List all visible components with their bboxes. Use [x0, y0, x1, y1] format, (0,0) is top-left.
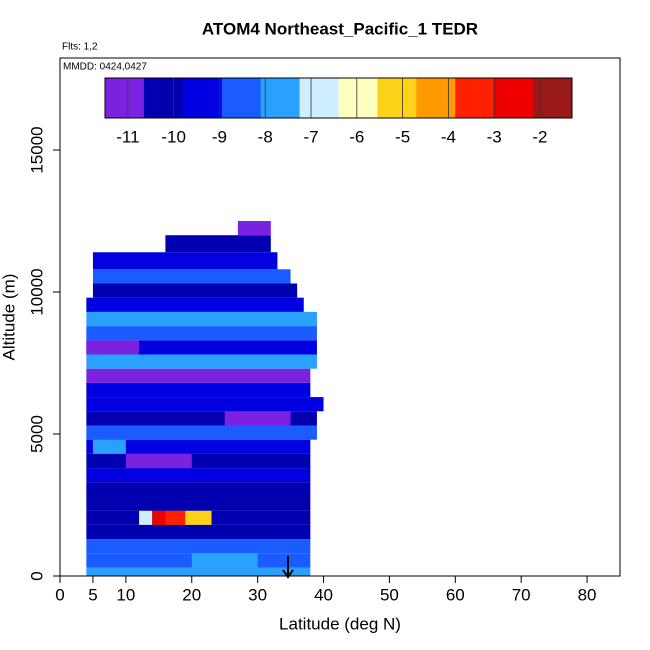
cell [152, 510, 166, 525]
x-tick-label: 10 [116, 585, 135, 604]
marker-arrow [282, 556, 294, 579]
x-tick-label: 60 [446, 585, 465, 604]
dates-note: MMDD: 0424,0427 [63, 62, 147, 73]
colorbar-swatch [105, 78, 145, 118]
chart-title: ATOM4 Northeast_Pacific_1 TEDR [202, 19, 478, 38]
cell [185, 510, 212, 525]
colorbar-tick-label: -8 [258, 127, 273, 146]
colorbar-swatch [533, 78, 573, 118]
cells [86, 221, 324, 576]
cell [237, 221, 271, 236]
colorbar-tick-label: -5 [395, 127, 410, 146]
y-tick-label: 0 [27, 571, 46, 580]
cell [86, 567, 311, 576]
colorbar-frame [104, 77, 573, 119]
cell [191, 553, 258, 568]
x-tick-label: 0 [55, 585, 64, 604]
colorbar-tick-label: -4 [441, 127, 456, 146]
cell [92, 252, 278, 270]
colorbar-tick-label: -11 [116, 127, 139, 146]
colorbar-swatch [494, 78, 534, 118]
x-tick-label: 30 [248, 585, 267, 604]
y-tick-label: 5000 [27, 415, 46, 453]
x-tick-label: 5 [88, 585, 97, 604]
cell [165, 235, 271, 253]
cell [86, 468, 311, 483]
colorbar-swatch [377, 78, 417, 118]
cell [86, 397, 324, 412]
colorbar-tick-label: -9 [212, 127, 227, 146]
cell [86, 439, 311, 454]
colorbar-tick-label: -7 [303, 127, 318, 146]
x-tick-label: 80 [578, 585, 597, 604]
colorbar-tick-label: -6 [349, 127, 364, 146]
colorbar-tick-label: -2 [532, 127, 547, 146]
cell [86, 382, 311, 398]
colorbar-swatch [455, 78, 495, 118]
cell [92, 439, 126, 454]
cell [86, 524, 311, 540]
cell [86, 539, 311, 554]
cell [165, 510, 186, 525]
cell [92, 269, 291, 284]
cell [86, 496, 311, 511]
colorbar-tick-label: -3 [487, 127, 502, 146]
cell [224, 411, 291, 426]
cell [86, 297, 304, 312]
cell [86, 425, 317, 440]
x-tick-label: 50 [380, 585, 399, 604]
y-tick-label: 15000 [27, 126, 46, 173]
colorbar-swatch [143, 78, 184, 118]
cell [86, 340, 317, 355]
cell [86, 340, 140, 355]
colorbar-swatch [416, 78, 456, 118]
cell [86, 368, 311, 383]
colorbar-swatch [182, 78, 223, 118]
colorbar-swatch [338, 78, 378, 118]
colorbar-swatch [260, 78, 301, 118]
x-tick-label: 40 [314, 585, 333, 604]
cell [125, 453, 192, 469]
cell [86, 354, 317, 369]
colorbar-tick-label: -10 [161, 127, 186, 146]
cell [86, 326, 317, 341]
y-tick-label: 10000 [27, 268, 46, 315]
x-tick-label: 70 [512, 585, 531, 604]
colorbar-swatch [299, 78, 339, 118]
cell [139, 510, 153, 525]
cell [86, 482, 311, 497]
x-axis-label: Latitude (deg N) [279, 614, 401, 633]
cell [92, 283, 298, 298]
plot-frame [59, 57, 621, 577]
cell [86, 311, 317, 327]
y-axis-label: Altitude (m) [0, 274, 18, 361]
cell [86, 453, 311, 469]
flights-note: Flts: 1,2 [62, 42, 98, 53]
colorbar-swatch [221, 78, 262, 118]
x-tick-label: 20 [182, 585, 201, 604]
